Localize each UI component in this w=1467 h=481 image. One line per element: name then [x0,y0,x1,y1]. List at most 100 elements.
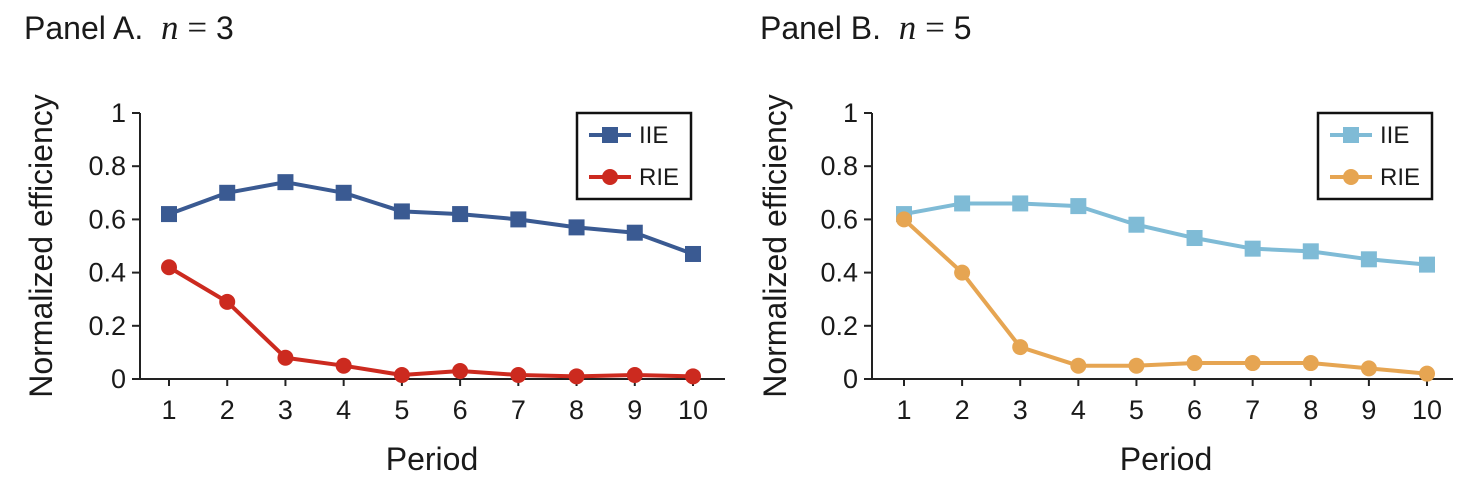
panel-a-series-iie-point [510,211,527,228]
panel-a-y-tick-label: 0.8 [88,151,126,181]
panel-a-y-tick-label: 0.2 [88,311,126,341]
panel-b-legend-box [1316,111,1434,201]
panel-b-y-tick-label: 0.6 [820,204,858,234]
panel-a-series-rie-point [685,368,701,385]
panel-b-title-val: 5 [953,10,972,46]
panel-b-x-tick-label: 9 [1361,395,1376,425]
panel-a-series-iie-point [568,219,585,236]
panel-a-x-tick-label: 7 [511,395,526,425]
panel-b-series-iie-point [1186,230,1203,247]
panel-a-series-iie-point [277,174,294,191]
panel-b-series-iie-point [1302,243,1319,260]
panel-b-series-iie-point [1360,251,1377,268]
panel-b-series-rie-point [954,264,971,281]
panel-a-series-iie-line [168,180,694,256]
panel-a-legend-swatch-marker [602,127,618,143]
panel-a-series-rie-point [452,363,469,380]
panel-b-y-tick-label: 0.2 [820,311,858,341]
panel-b-title-eq: = [925,8,945,47]
panel-a-x-tick-label: 6 [453,395,468,425]
panel-a-x-tick-label: 2 [220,395,235,425]
panel-a-x-tick-label: 9 [627,395,642,425]
panel-b-chart: 0 0.2 0.4 0.6 0.8 1 1 2 3 4 5 6 7 8 9 10 Period Normalize… [757,94,1453,477]
panel-a-series-rie-point [219,293,236,310]
panel-b-x-tick-label: 2 [955,395,970,425]
panel-b-series-rie-point [1070,357,1087,374]
panel-a-title-eq: = [187,8,208,47]
panel-a-series-iie-point [161,206,177,223]
panel-a-series-iie-point [685,245,701,262]
panel-a-legend-label: IIE [639,122,668,149]
panel-b-y-tick-label: 0 [843,364,858,394]
panel-b-series-iie-point [1128,216,1145,233]
panel-b-x-tick-label: 1 [896,395,911,425]
panel-b-legend-label: IIE [1380,122,1409,149]
panel-b-x-tick-label: 7 [1245,395,1260,425]
panel-b-series-iie-point [1012,195,1029,212]
panel-a-series-iie-point [452,206,469,223]
panel-b-series-iie-point [1070,198,1087,215]
panel-b-x-axis-title: Period [1120,441,1213,477]
panel-a-x-tick-label: 1 [161,395,176,425]
panel-b-x-tick-label: 6 [1187,395,1202,425]
panel-a-series-rie-line [167,265,694,379]
panel-b-series-rie-point [1186,355,1203,372]
panel-a-y-axis-title: Normalized efficiency [23,94,59,398]
panel-b-series-iie-line [903,201,1428,267]
panel-a-y-tick-label: 1 [111,98,126,128]
panel-a-title-val: 3 [216,10,234,46]
panel-a-legend-swatch-marker [602,169,618,185]
panel-b-series-rie-point [1360,360,1377,377]
panel-a-chart: 0 0.2 0.4 0.6 0.8 1 1 2 3 4 5 6 7 8 9 10 Period Normalize… [23,94,725,477]
panel-a-series-rie-point [510,367,527,384]
panel-b-legend-swatch-marker [1343,169,1359,185]
panel-a-x-tick-label: 4 [336,395,351,425]
panel-a-series-rie-point [393,367,410,384]
panel-a-title-var: n [160,8,179,47]
panel-b-series-rie-line [902,217,1428,376]
panel-b-x-tick-label: 4 [1071,395,1086,425]
panel-b-series-rie-point [896,211,912,228]
panel-a-series-rie-point [568,368,585,385]
panel-b-series-rie-point [1302,355,1319,372]
panel-a-series-rie-point [626,367,643,384]
panel-b-title-prefix: Panel B. [760,10,881,46]
panel-b-series-iie-point [1419,256,1435,273]
panel-b-series-iie-point [954,195,971,212]
panel-b-y-tick-label: 0.4 [820,258,858,288]
panel-a-series-iie-point [219,184,236,201]
panel-b-series-rie-point [1419,365,1435,382]
panel-b-title: Panel B. n = 5 [760,8,972,48]
panel-b-series-rie-point [1012,339,1029,356]
panel-b-y-tick-label: 0.8 [820,151,858,181]
panel-a-series-rie-point [277,349,294,366]
panel-a-series-iie-point [335,184,352,201]
panel-a-x-tick-label: 8 [569,395,584,425]
panel-a-x-tick-label: 5 [394,395,409,425]
panel-b-x-tick-label: 10 [1412,395,1442,425]
panel-b-y-tick-label: 1 [843,98,858,128]
panel-a-y-tick-label: 0.4 [88,258,126,288]
panel-b-series-rie-point [1244,355,1261,372]
panel-b-y-axis-title: Normalized efficiency [757,94,793,398]
panel-a-x-tick-label: 3 [278,395,293,425]
panel-a-legend-box [575,111,693,201]
panel-b-legend-swatch-marker [1343,127,1359,143]
panel-b-series-rie-point [1128,357,1145,374]
panel-b-legend-label: RIE [1380,164,1420,191]
panel-a-series-iie-point [393,203,410,220]
panel-b-x-tick-label: 5 [1129,395,1144,425]
panel-a-title: Panel A. n = 3 [24,8,234,48]
panel-a-series-iie-point [626,224,643,241]
panel-a-series-rie-point [161,259,177,276]
panel-a-y-tick-label: 0 [111,364,126,394]
panel-a-series-rie-point [335,357,352,374]
panel-b-series-iie-point [1244,240,1261,257]
panel-b-x-tick-label: 8 [1303,395,1318,425]
panel-a-legend-label: RIE [639,164,679,191]
panel-b-x-tick-label: 3 [1013,395,1028,425]
panel-a-title-prefix: Panel A. [24,10,144,46]
panel-a-x-tick-label: 10 [678,395,708,425]
panel-b-title-var: n [898,8,917,47]
